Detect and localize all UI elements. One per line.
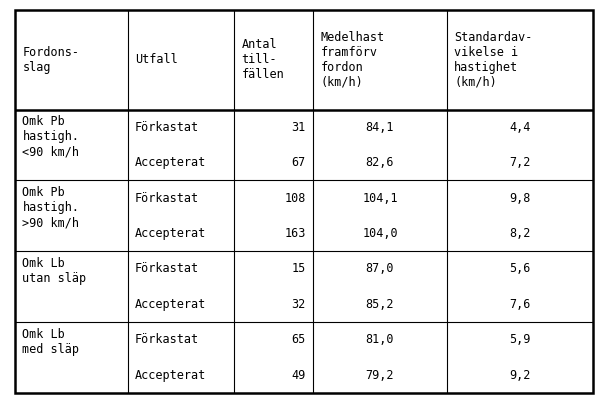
Text: Antal
till-
fällen: Antal till- fällen [241,38,284,81]
Text: 104,1: 104,1 [362,192,398,205]
Text: Förkastat: Förkastat [135,121,199,134]
Text: 9,8: 9,8 [509,192,531,205]
Text: Förkastat: Förkastat [135,333,199,346]
Text: 4,4: 4,4 [509,121,531,134]
Text: Accepterat: Accepterat [135,369,206,382]
Text: Accepterat: Accepterat [135,298,206,311]
Text: 15: 15 [292,262,306,276]
Text: 108: 108 [285,192,306,205]
Text: Förkastat: Förkastat [135,192,199,205]
Text: 8,2: 8,2 [509,227,531,240]
Text: 84,1: 84,1 [366,121,394,134]
Text: 85,2: 85,2 [366,298,394,311]
Text: Omk Lb
med släp: Omk Lb med släp [22,328,80,356]
Text: 82,6: 82,6 [366,156,394,169]
Text: 67: 67 [292,156,306,169]
Text: 79,2: 79,2 [366,369,394,382]
Text: 163: 163 [285,227,306,240]
Text: Omk Lb
utan släp: Omk Lb utan släp [22,257,86,285]
Text: Medelhast
framförv
fordon
(km/h): Medelhast framförv fordon (km/h) [320,31,384,89]
Text: 81,0: 81,0 [366,333,394,346]
Text: 7,6: 7,6 [509,298,531,311]
Text: 49: 49 [292,369,306,382]
Text: 32: 32 [292,298,306,311]
Text: Förkastat: Förkastat [135,262,199,276]
Text: Standardav-
vikelse i
hastighet
(km/h): Standardav- vikelse i hastighet (km/h) [454,31,533,89]
Text: Omk Pb
hastigh.
<90 km/h: Omk Pb hastigh. <90 km/h [22,115,80,158]
Text: 9,2: 9,2 [509,369,531,382]
Text: 65: 65 [292,333,306,346]
Text: Accepterat: Accepterat [135,227,206,240]
Text: 7,2: 7,2 [509,156,531,169]
Text: Fordons-
slag: Fordons- slag [22,46,80,74]
Text: 104,0: 104,0 [362,227,398,240]
Text: 5,6: 5,6 [509,262,531,276]
Text: Utfall: Utfall [135,53,178,66]
Text: Accepterat: Accepterat [135,156,206,169]
Text: Omk Pb
hastigh.
>90 km/h: Omk Pb hastigh. >90 km/h [22,186,80,229]
Text: 5,9: 5,9 [509,333,531,346]
Text: 87,0: 87,0 [366,262,394,276]
Text: 31: 31 [292,121,306,134]
